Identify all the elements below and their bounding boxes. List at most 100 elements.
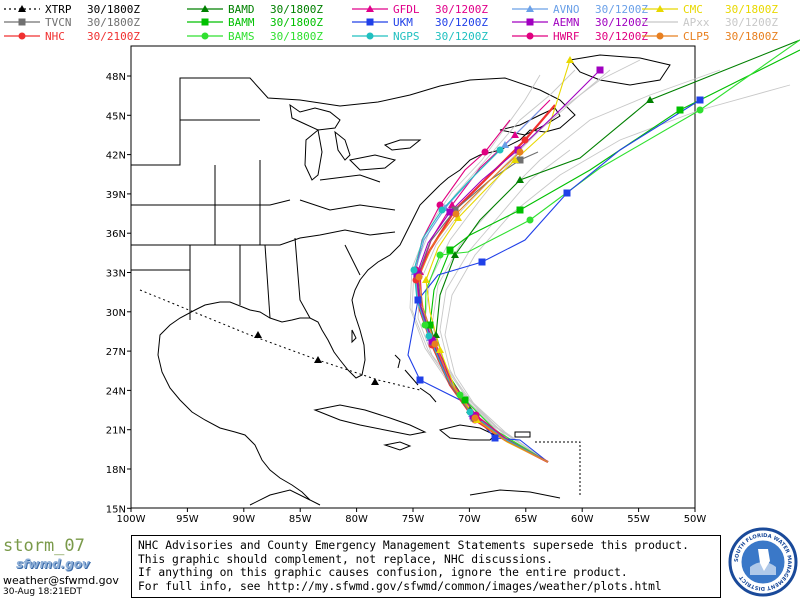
legend-model-time: 30/1800Z [725,2,778,16]
track-point-bams [696,106,704,114]
track-markers [410,56,704,442]
legend-model-name: TVCN [45,15,72,29]
track-point-bamm [676,106,684,114]
track-point-bamd [451,251,459,258]
legend-model-name: AVNO [553,2,580,16]
legend-item-ukm: UKM 30/1200Z [350,15,488,29]
legend-swatch [4,32,40,40]
legend-model-time: 30/1200Z [595,15,648,29]
track-apxx [431,69,721,463]
legend-item-tvcn: TVCN 30/1800Z [2,15,140,29]
legend-model-name: HWRF [553,29,580,43]
legend-swatch [642,5,678,12]
legend-model-name: BAMM [228,15,255,29]
latitude-label: 42N [106,151,126,162]
timestamp: 30-Aug 18:21EDT [3,587,82,597]
legend-item-ngps: NGPS 30/1200Z [350,29,488,43]
latitude-label: 36N [106,229,126,240]
legend-swatch [642,21,678,23]
latitude-label: 15N [106,504,126,515]
track-point-cmc [436,346,444,353]
legend-marker-icon [366,32,374,40]
longitude-label: 70W [458,514,481,525]
legend-model-time: 30/1200Z [435,15,488,29]
legend-model-name: NHC [45,29,65,43]
track-point-avno [501,141,509,148]
legend-model-time: 30/1200Z [435,2,488,16]
legend-model-time: 30/1800Z [270,29,323,43]
legend-swatch [642,32,678,40]
legend-model-name: BAMS [228,29,255,43]
sfwmd-seal-logo: SOUTH FLORIDA WATER MANAGEMENT DISTRICT [728,527,798,597]
legend-item-cmc: CMC 30/1800Z [640,2,778,16]
track-point-cmc [454,214,462,221]
legend-marker-icon [201,5,209,12]
disclaimer-line: NHC Advisories and County Emergency Mana… [138,539,689,552]
legend-marker-icon [526,5,534,12]
longitude-label: 90W [232,514,255,525]
legend-model-name: NGPS [393,29,420,43]
legend-item-apxx: APxx 30/1200Z [640,15,778,29]
track-point-gfdl [511,131,519,138]
track-point-clp5 [452,210,460,218]
legend-marker-icon [526,32,534,40]
legend-model-time: 30/1800Z [87,2,140,16]
latitude-label: 18N [106,465,126,476]
track-point-bams [436,251,444,259]
latitude-label: 24N [106,386,126,397]
map-frame [130,45,696,509]
legend-swatch [352,18,388,26]
track-point-cmc [422,276,430,283]
track-point-cmc [566,56,574,63]
sfwmd-logo: sfwmd.gov [16,557,90,571]
legend-model-name: CLP5 [683,29,710,43]
legend-model-name: APxx [683,15,710,29]
track-point-bams [456,391,464,399]
track-point-bamd [516,176,524,183]
legend-model-time: 30/1800Z [87,15,140,29]
legend-model-time: 30/1800Z [725,29,778,43]
longitude-label: 95W [176,514,199,525]
legend-marker-icon [656,32,664,40]
legend-marker-icon [526,18,534,26]
legend-item-avno: AVNO 30/1200Z [510,2,648,16]
track-point-bamd [646,96,654,103]
legend-model-name: AEMN [553,15,580,29]
legend-marker-icon [18,5,26,12]
legend-marker-icon [656,5,664,12]
track-point-bamm [516,206,524,214]
legend-model-time: 30/1200Z [435,29,488,43]
track-point-clp5 [471,414,479,422]
disclaimer-link[interactable]: For full info, see http://my.sfwmd.gov/s… [138,579,662,593]
legend-model-time: 30/2100Z [87,29,140,43]
legend-model-name: GFDL [393,2,420,16]
legend-model-name: XTRP [45,2,72,16]
track-point-bamm [461,396,469,404]
track-point-ukm [478,258,486,266]
longitude-label: 60W [571,514,594,525]
latitude-label: 48N [106,72,126,83]
track-point-bamm [446,246,454,254]
legend-model-time: 30/1200Z [595,29,648,43]
legend-item-gfdl: GFDL 30/1200Z [350,2,488,16]
track-clp5 [418,151,549,463]
xtrp-track [139,289,421,391]
track-point-gfdl [448,201,456,208]
track-point-clp5 [415,273,423,281]
legend-model-name: BAMD [228,2,255,16]
latitude-label: 27N [106,347,126,358]
legend-swatch [187,32,223,40]
track-point-ngps [496,146,504,154]
legend-swatch [512,18,548,26]
contact-email[interactable]: weather@sfwmd.gov [3,574,119,587]
disclaimer-line: This graphic should complement, not repl… [138,552,553,566]
track-point-aemn [428,337,436,345]
track-point-ukm [696,96,704,104]
legend-swatch [352,32,388,40]
legend-marker-icon [18,18,26,26]
track-point-ukm [491,434,499,442]
longitude-label: 75W [402,514,425,525]
legend-model-time: 30/1800Z [270,15,323,29]
latitude-axis: 48N 45N 42N 39N 36N 33N 30N 27N 24N 21N 18N 15N [106,72,131,515]
